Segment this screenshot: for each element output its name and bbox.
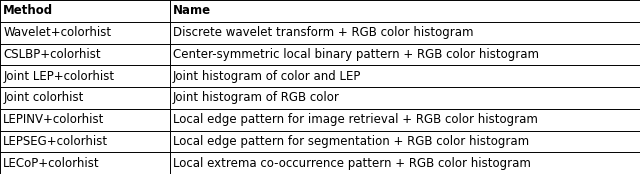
Text: Wavelet+colorhist: Wavelet+colorhist bbox=[3, 26, 111, 39]
Text: Discrete wavelet transform + RGB color histogram: Discrete wavelet transform + RGB color h… bbox=[173, 26, 474, 39]
Text: LEPINV+colorhist: LEPINV+colorhist bbox=[3, 113, 104, 126]
Text: Local extrema co-occurrence pattern + RGB color histogram: Local extrema co-occurrence pattern + RG… bbox=[173, 157, 531, 170]
Text: LECoP+colorhist: LECoP+colorhist bbox=[3, 157, 100, 170]
Text: Joint LEP+colorhist: Joint LEP+colorhist bbox=[3, 70, 115, 83]
Text: Joint histogram of color and LEP: Joint histogram of color and LEP bbox=[173, 70, 361, 83]
Text: Center-symmetric local binary pattern + RGB color histogram: Center-symmetric local binary pattern + … bbox=[173, 48, 539, 61]
Text: Name: Name bbox=[173, 4, 211, 17]
Text: Method: Method bbox=[3, 4, 53, 17]
Text: Local edge pattern for image retrieval + RGB color histogram: Local edge pattern for image retrieval +… bbox=[173, 113, 538, 126]
Text: LEPSEG+colorhist: LEPSEG+colorhist bbox=[3, 135, 108, 148]
Text: Joint histogram of RGB color: Joint histogram of RGB color bbox=[173, 91, 340, 104]
Text: CSLBP+colorhist: CSLBP+colorhist bbox=[3, 48, 101, 61]
Text: Local edge pattern for segmentation + RGB color histogram: Local edge pattern for segmentation + RG… bbox=[173, 135, 529, 148]
Text: Joint colorhist: Joint colorhist bbox=[3, 91, 84, 104]
